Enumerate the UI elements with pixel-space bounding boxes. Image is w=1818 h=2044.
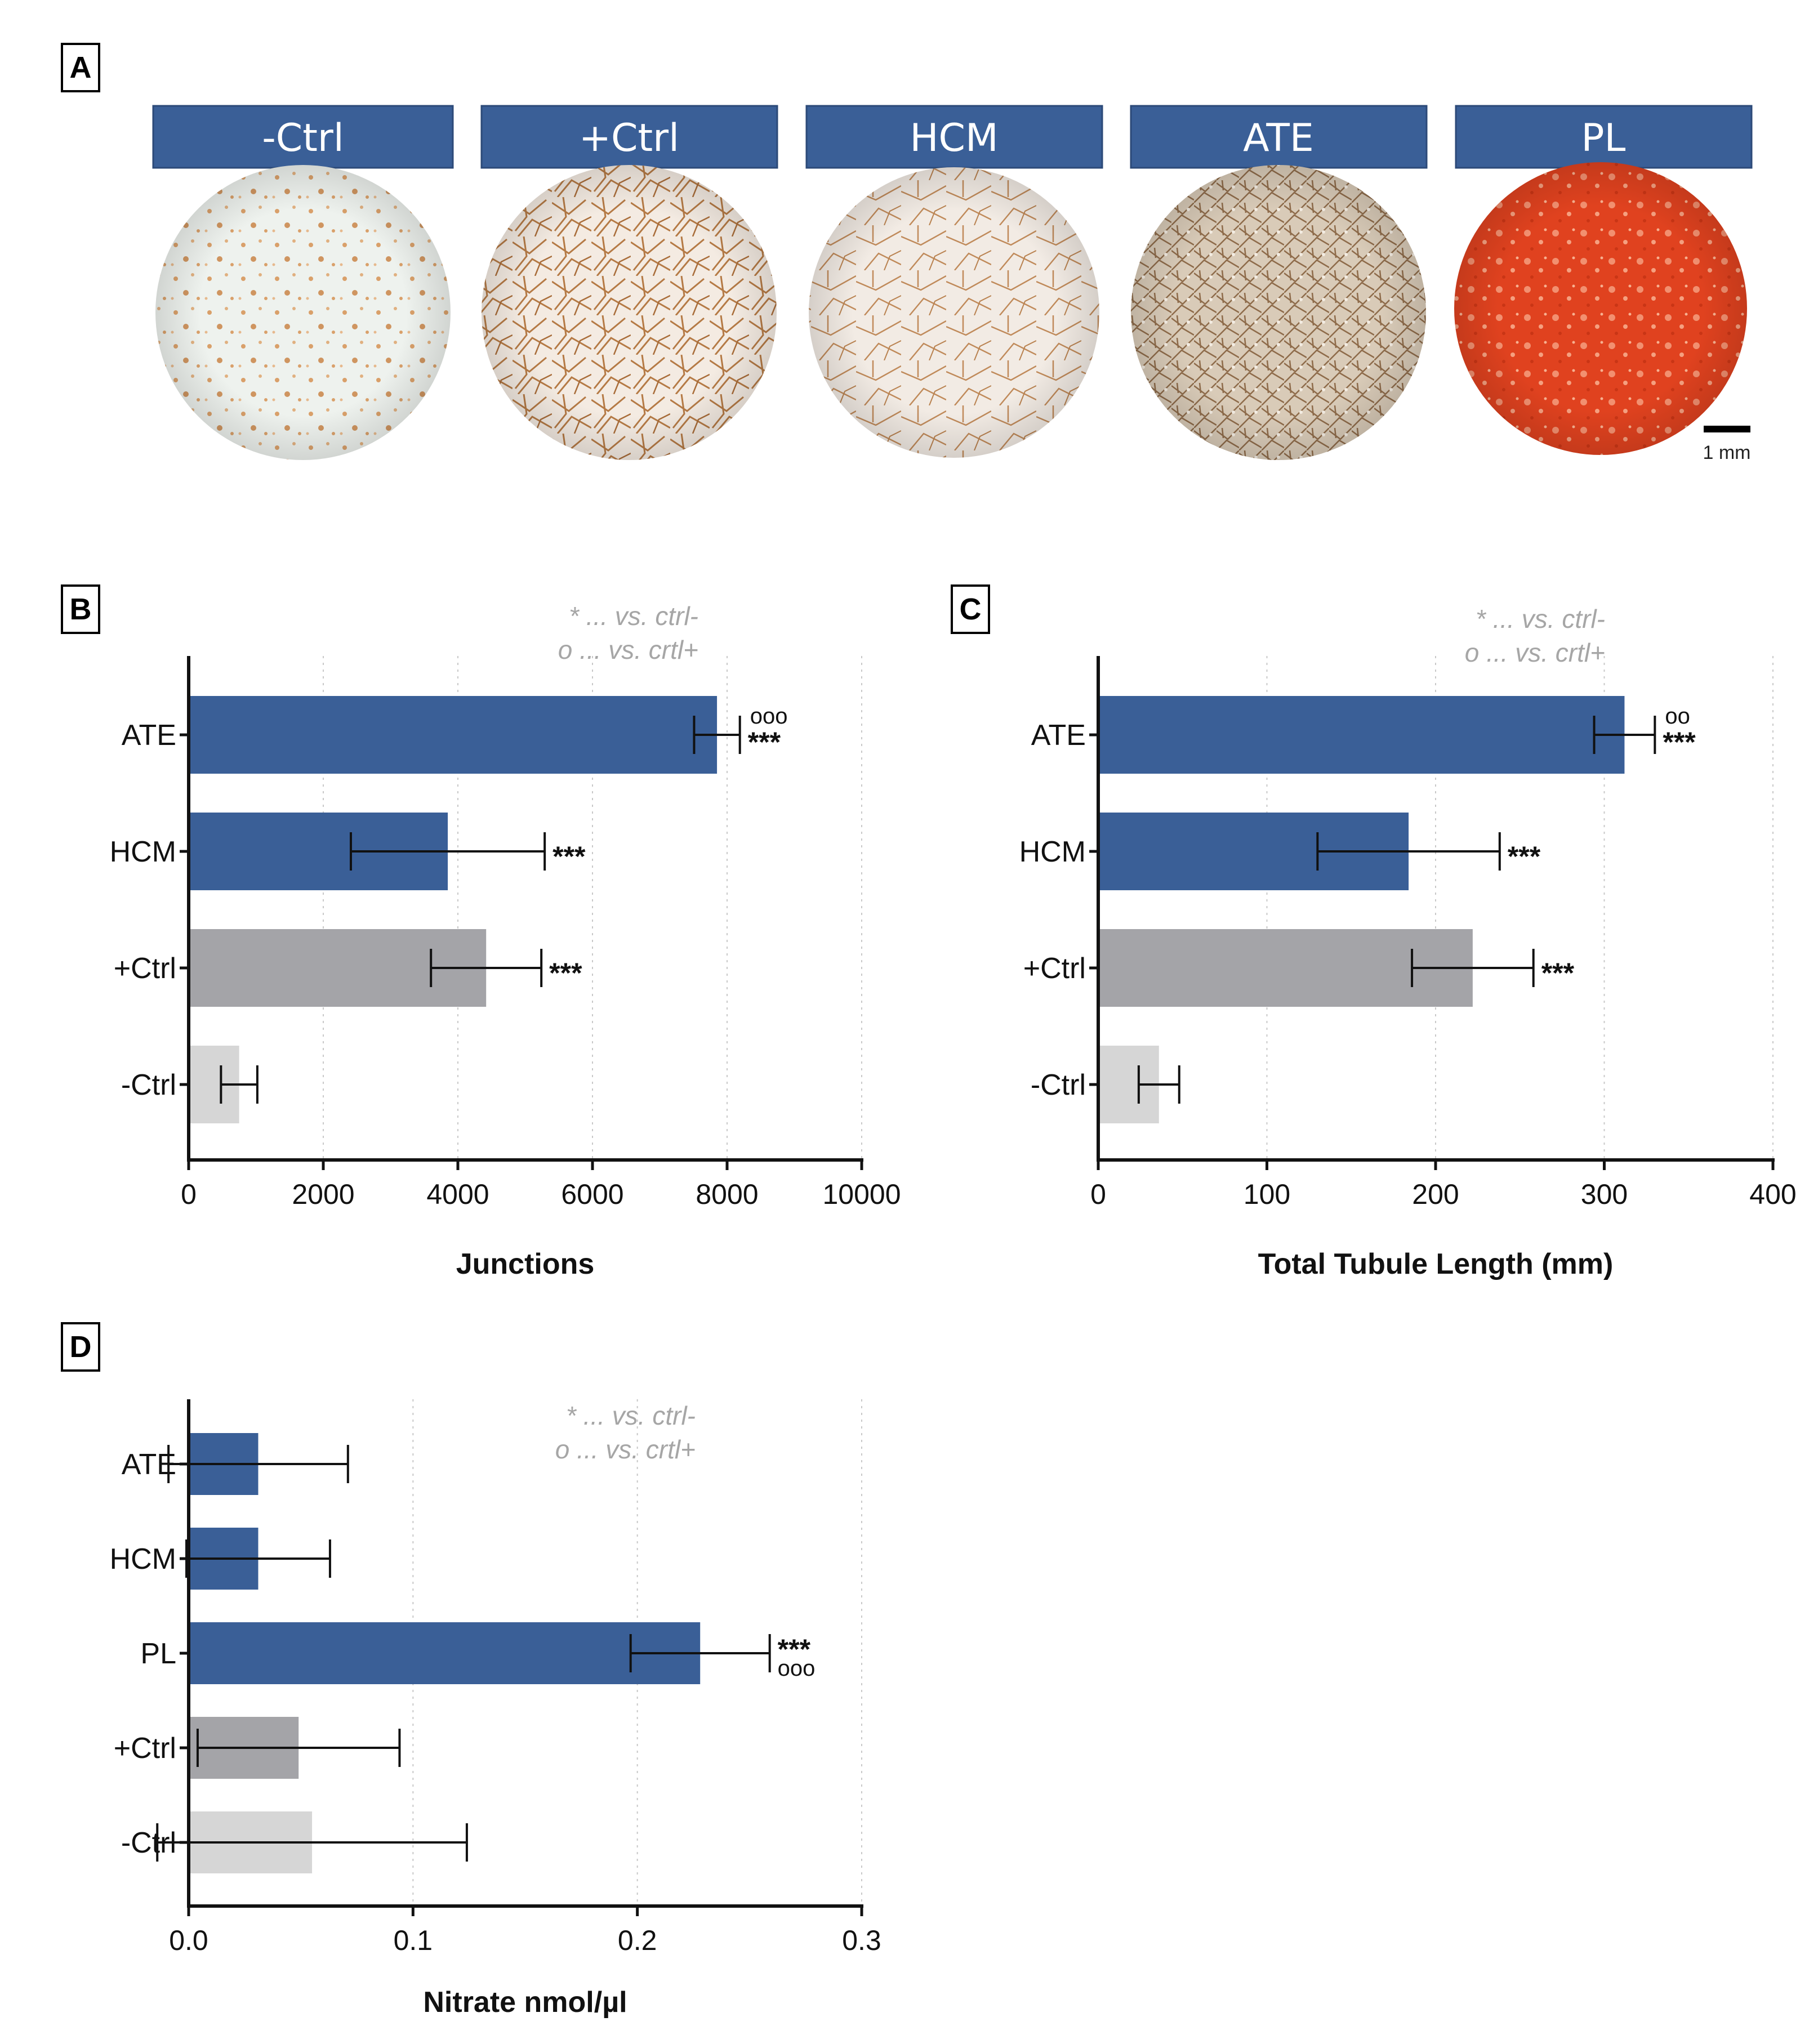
category-label: ATE (122, 1448, 176, 1481)
significance-stars: *** (778, 1634, 811, 1665)
well-image-ate (1131, 165, 1426, 460)
bar-row-hcm: HCM *** (110, 813, 586, 890)
legend-entry: o ... vs. crtl+ (1465, 638, 1605, 667)
significance-circles: ooo (750, 704, 788, 729)
condition-label: ATE (1243, 116, 1314, 160)
x-tick-label: 0.1 (394, 1925, 433, 1956)
legend-entry: o ... vs. crtl+ (555, 1435, 696, 1464)
x-tick-label: 200 (1412, 1179, 1459, 1210)
condition-headers: -Ctrl +Ctrl HCM ATE PL (152, 105, 1753, 169)
panel-a-letter-box (61, 43, 100, 92)
x-tick-label: 100 (1244, 1179, 1290, 1210)
significance-stars: *** (748, 726, 781, 758)
x-tick-label: 4000 (426, 1179, 489, 1210)
bar-row-ctrl: +Ctrl *** (114, 929, 582, 1007)
x-tick-label: 10000 (822, 1179, 901, 1210)
category-label: ATE (122, 719, 176, 752)
legend-entry: * ... vs. ctrl- (566, 1401, 696, 1430)
x-tick-label: 0 (181, 1179, 197, 1210)
category-label: +Ctrl (1023, 952, 1086, 985)
condition-label: HCM (910, 116, 998, 160)
x-tick-label: 8000 (696, 1179, 758, 1210)
category-label: -Ctrl (1031, 1069, 1086, 1101)
legend-entry: * ... vs. ctrl- (1476, 604, 1605, 633)
panel-letter-box (951, 584, 990, 634)
condition-header-pos-ctrl: +Ctrl (480, 105, 778, 169)
bar-row-ate: ATE ooo*** (122, 696, 788, 774)
bar-row-pl: PL ***ooo (140, 1622, 815, 1684)
bar (1098, 696, 1625, 774)
category-label: PL (140, 1637, 176, 1670)
significance-stars: *** (552, 841, 586, 872)
well-image-pos-ctrl (482, 165, 777, 460)
legend-entry: * ... vs. ctrl- (569, 601, 698, 631)
category-label: +Ctrl (114, 952, 176, 985)
bar-row-ate: ATE oo*** (1031, 696, 1696, 774)
bar-row-ctrl: +Ctrl (114, 1717, 401, 1779)
bar (189, 696, 718, 774)
significance-stars: *** (549, 957, 582, 989)
scale-bar-label: 1 mm (1703, 442, 1751, 463)
condition-header-ate: ATE (1130, 105, 1428, 169)
category-label: HCM (110, 1543, 176, 1576)
bar-row-ctrl: +Ctrl *** (1023, 929, 1575, 1007)
category-label: +Ctrl (114, 1732, 176, 1765)
bar-row-ate: ATE (122, 1433, 349, 1495)
panel-a-letter: A (70, 51, 92, 84)
bar-row-ctrl: -Ctrl (121, 1811, 468, 1873)
significance-circles: oo (1665, 704, 1690, 729)
panel-a: A -Ctrl +Ctrl HCM ATE PL (61, 43, 1753, 463)
chart-nitrate: D ATE HCM PL ***ooo +Ctrl -Ctrl 0.0 0.1 0.2 0.3 Nit… (61, 1322, 881, 2019)
condition-header-hcm: HCM (805, 105, 1103, 169)
panel-letter: D (70, 1330, 92, 1364)
x-axis-title: Nitrate nmol/µl (423, 1986, 627, 2019)
x-tick-label: 0.3 (842, 1925, 881, 1956)
significance-stars: *** (1541, 957, 1575, 989)
x-tick-label: 0 (1090, 1179, 1106, 1210)
x-tick-label: 0.2 (618, 1925, 657, 1956)
well-image-pl (1454, 162, 1747, 455)
bar-row-ctrl: -Ctrl (1031, 1046, 1180, 1123)
category-label: HCM (110, 836, 176, 868)
bar (1098, 929, 1473, 1007)
condition-header-pl: PL (1455, 105, 1753, 169)
category-label: ATE (1031, 719, 1086, 752)
category-label: HCM (1019, 836, 1086, 868)
x-axis-title: Total Tubule Length (mm) (1258, 1248, 1614, 1280)
condition-label: PL (1581, 116, 1626, 160)
x-axis-title: Junctions (456, 1248, 595, 1280)
bar-row-hcm: HCM (110, 1528, 331, 1590)
legend-entry: o ... vs. crtl+ (558, 635, 698, 664)
x-tick-label: 400 (1749, 1179, 1796, 1210)
panel-letter-box (61, 1322, 100, 1372)
significance-circles: ooo (778, 1656, 816, 1681)
well-image-hcm (809, 167, 1099, 458)
x-tick-label: 0.0 (169, 1925, 208, 1956)
x-tick-label: 2000 (292, 1179, 354, 1210)
condition-label: -Ctrl (262, 116, 344, 160)
category-label: -Ctrl (121, 1069, 176, 1101)
significance-stars: *** (1508, 841, 1541, 872)
panel-letter: C (960, 592, 982, 626)
bar (189, 1622, 701, 1684)
panel-letter-box (61, 584, 100, 634)
x-tick-label: 300 (1581, 1179, 1628, 1210)
panel-letter: B (70, 592, 92, 626)
condition-label: +Ctrl (579, 116, 679, 160)
well-image-neg-ctrl (155, 165, 451, 460)
category-label: -Ctrl (121, 1827, 176, 1859)
condition-header-neg-ctrl: -Ctrl (152, 105, 454, 169)
bar-row-ctrl: -Ctrl (121, 1046, 259, 1123)
significance-stars: *** (1663, 726, 1696, 758)
bar-row-hcm: HCM *** (1019, 813, 1541, 890)
x-tick-label: 6000 (561, 1179, 623, 1210)
